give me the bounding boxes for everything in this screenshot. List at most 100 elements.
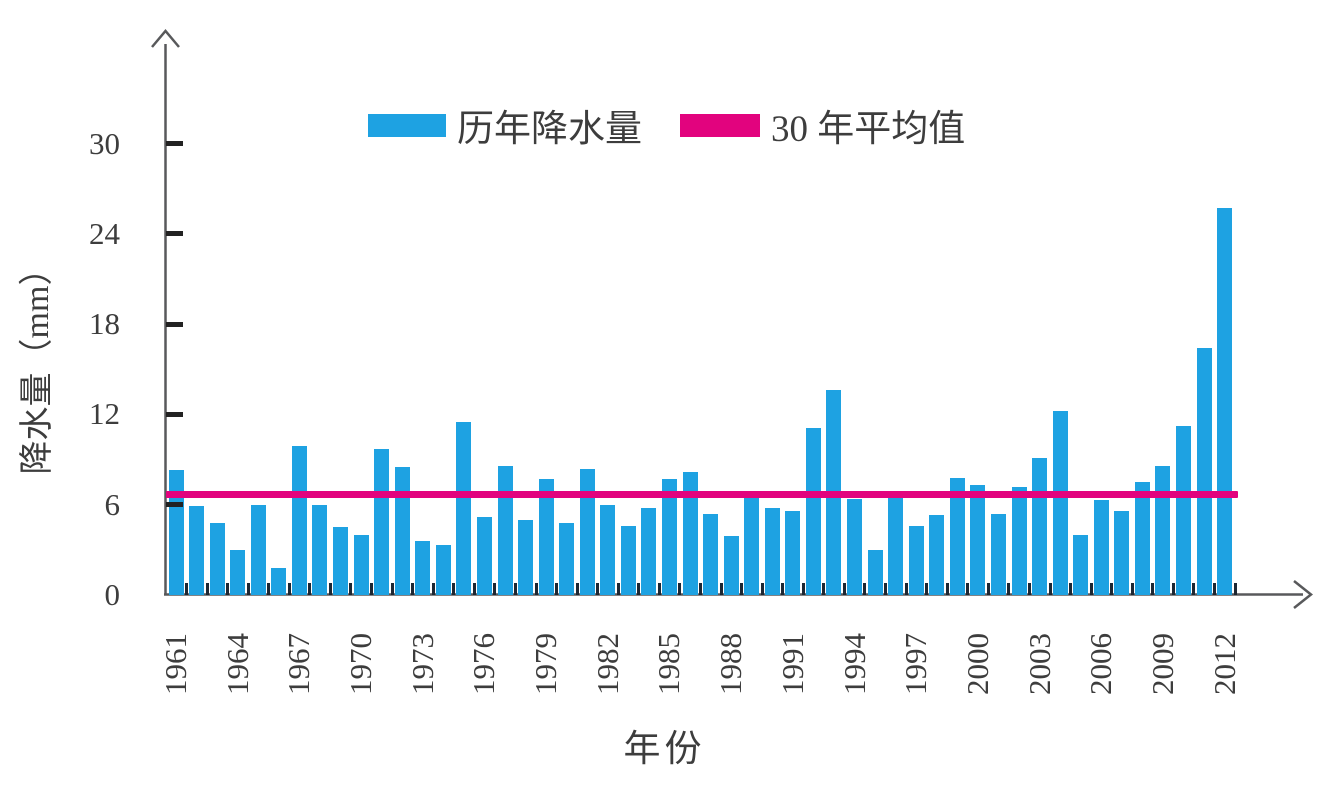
x-tick [1233, 583, 1237, 595]
x-tick-label-1994: 1994 [836, 633, 872, 695]
bar-1996 [888, 497, 904, 595]
x-tick [699, 583, 702, 595]
x-tick [1171, 583, 1175, 595]
x-tick-label-1973: 1973 [404, 633, 440, 695]
x-tick [349, 583, 353, 595]
x-tick [575, 583, 579, 595]
bar-1990 [764, 507, 780, 595]
x-tick-label-1991: 1991 [774, 633, 810, 695]
bar-2004 [1052, 411, 1068, 595]
x-tick [390, 583, 394, 595]
x-tick-label-2003: 2003 [1021, 633, 1057, 695]
x-tick [1130, 583, 1134, 595]
x-tick [801, 583, 805, 595]
bar-1983 [620, 525, 636, 595]
y-tick-label-6: 6 [104, 486, 121, 522]
x-tick [513, 583, 517, 595]
x-tick [781, 583, 785, 595]
y-tick-label-18: 18 [89, 306, 120, 342]
bar-1992 [805, 427, 821, 595]
x-tick-label-2006: 2006 [1083, 633, 1119, 695]
x-tick [657, 583, 661, 595]
bar-1987 [703, 513, 719, 595]
x-tick-label-1976: 1976 [466, 633, 502, 695]
x-tick [1192, 583, 1196, 595]
bar-1963 [209, 522, 225, 595]
x-tick-label-1961: 1961 [158, 633, 193, 695]
x-tick [308, 583, 312, 595]
bar-2008 [1134, 482, 1150, 595]
x-tick-label-1982: 1982 [589, 633, 625, 695]
bar-1998 [929, 515, 945, 595]
y-tick-label-12: 12 [89, 396, 120, 432]
x-tick [1048, 583, 1052, 595]
x-tick [328, 583, 332, 595]
x-tick [904, 583, 908, 595]
bar-1970 [353, 534, 369, 595]
bar-1997 [908, 525, 924, 595]
x-tick [863, 583, 867, 595]
x-tick [411, 583, 415, 595]
bar-1981 [579, 468, 595, 595]
bar-1964 [230, 549, 246, 596]
x-tick [493, 583, 497, 595]
bar-1977 [497, 465, 513, 595]
bar-1968 [312, 504, 328, 595]
bar-1995 [867, 549, 883, 596]
average-line [165, 490, 1238, 498]
bar-1994 [847, 498, 862, 595]
x-axis-arrow-icon [1293, 580, 1314, 609]
x-tick [246, 583, 250, 595]
x-tick-label-1964: 1964 [219, 633, 255, 695]
x-tick [1089, 583, 1093, 595]
x-tick [431, 583, 435, 595]
bar-1975 [456, 421, 472, 595]
y-tick-label-30: 30 [89, 125, 120, 161]
y-tick [165, 502, 183, 508]
bar-1984 [641, 507, 657, 595]
bar-2005 [1073, 534, 1089, 595]
bar-2000 [970, 485, 986, 595]
y-tick-label-0: 0 [104, 577, 121, 612]
bar-1980 [559, 522, 575, 595]
y-tick [165, 231, 183, 237]
bar-1976 [476, 516, 492, 595]
x-tick-label-1988: 1988 [713, 633, 749, 695]
bar-2009 [1155, 465, 1171, 595]
bar-1979 [538, 479, 554, 595]
bar-1971 [374, 449, 390, 595]
bar-1999 [949, 477, 965, 595]
bar-2003 [1032, 458, 1047, 595]
bar-2006 [1093, 500, 1109, 595]
x-tick [1007, 583, 1011, 595]
x-tick [1069, 583, 1073, 595]
bar-2012 [1217, 208, 1233, 595]
x-tick [267, 583, 271, 595]
bar-1961 [168, 470, 184, 595]
x-tick [534, 583, 538, 595]
y-axis-arrow-icon [151, 29, 180, 48]
x-tick [760, 583, 764, 595]
bar-1965 [250, 504, 266, 595]
bar-1962 [189, 506, 205, 595]
bar-2010 [1175, 426, 1191, 595]
bar-1986 [682, 471, 698, 595]
x-tick-label-1985: 1985 [651, 633, 687, 695]
x-tick [719, 583, 723, 595]
bar-1966 [271, 567, 287, 595]
x-tick [842, 583, 846, 595]
x-tick-label-1967: 1967 [281, 633, 317, 695]
x-tick [1110, 583, 1114, 595]
x-tick [740, 583, 744, 595]
legend-line-label: 30 年平均值 [771, 109, 966, 150]
bar-1967 [291, 446, 307, 595]
bar-2002 [1011, 486, 1027, 595]
bar-1969 [333, 527, 348, 595]
y-tick [165, 141, 183, 146]
x-tick [986, 583, 990, 595]
y-tick [165, 411, 183, 417]
legend: 历年降水量 30 年平均值 [368, 98, 965, 152]
y-tick-label-24: 24 [89, 215, 120, 251]
bar-1978 [518, 519, 533, 596]
x-tick [616, 583, 620, 595]
